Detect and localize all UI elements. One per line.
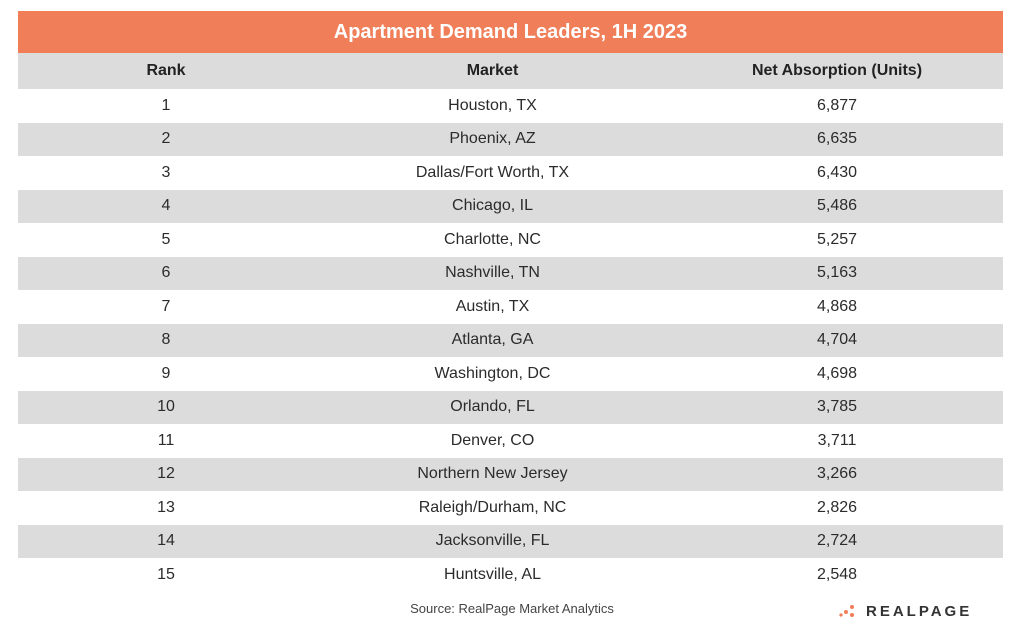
rank-cell: 4 <box>161 197 171 215</box>
market-cell: Washington, DC <box>434 364 551 382</box>
column-header-market: Market <box>466 62 519 79</box>
rank-cell: 14 <box>157 532 175 550</box>
table-row: 5 Charlotte, NC 5,257 <box>18 223 1003 257</box>
market-cell: Houston, TX <box>448 96 537 114</box>
rank-cell: 10 <box>157 398 175 416</box>
market-cell: Raleigh/Durham, NC <box>418 498 567 516</box>
table-row: 2 Phoenix, AZ 6,635 <box>18 122 1003 156</box>
market-cell: Austin, TX <box>455 297 530 315</box>
rank-cell: 13 <box>157 498 175 516</box>
net-absorption-cell: 3,785 <box>816 398 858 416</box>
source-note: Source: RealPage Market Analytics <box>410 601 614 616</box>
table-row: 6 Nashville, TN 5,163 <box>18 256 1003 290</box>
market-cell: Chicago, IL <box>452 197 533 215</box>
realpage-logo: REALPAGE <box>838 601 972 621</box>
market-cell: Charlotte, NC <box>444 230 541 248</box>
rank-cell: 6 <box>161 264 171 282</box>
market-cell: Huntsville, AL <box>444 565 541 583</box>
net-absorption-cell: 5,163 <box>816 264 858 282</box>
table-row: 13 Raleigh/Durham, NC 2,826 <box>18 491 1003 525</box>
net-absorption-cell: 4,704 <box>816 331 858 349</box>
rank-cell: 11 <box>157 431 175 449</box>
table-row: 7 Austin, TX 4,868 <box>18 290 1003 324</box>
market-cell: Dallas/Fort Worth, TX <box>415 163 570 181</box>
net-absorption-cell: 5,257 <box>816 230 858 248</box>
net-absorption-cell: 2,826 <box>816 498 858 516</box>
rank-cell: 7 <box>161 297 171 315</box>
table-row: 11 Denver, CO 3,711 <box>18 424 1003 458</box>
table-title: Apartment Demand Leaders, 1H 2023 <box>18 11 1003 53</box>
rank-cell: 9 <box>161 364 171 382</box>
rank-cell: 8 <box>161 331 171 349</box>
net-absorption-cell: 6,635 <box>816 130 858 148</box>
net-absorption-cell: 3,711 <box>817 431 857 449</box>
table-body: 1 Houston, TX 6,877 2 Phoenix, AZ 6,635 3 Dalla… <box>18 89 1003 592</box>
logo-text: REALPAGE <box>866 602 973 620</box>
table-row: 9 Washington, DC 4,698 <box>18 357 1003 391</box>
rank-cell: 2 <box>161 130 171 148</box>
table-row: 12 Northern New Jersey 3,266 <box>18 457 1003 491</box>
rank-cell: 3 <box>161 163 171 181</box>
footer: Source: RealPage Market Analytics REALPA… <box>0 597 1024 625</box>
market-cell: Northern New Jersey <box>417 465 568 483</box>
net-absorption-cell: 5,486 <box>816 197 858 215</box>
realpage-dots-icon <box>839 605 854 617</box>
market-cell: Jacksonville, FL <box>435 532 550 550</box>
net-absorption-cell: 2,548 <box>816 565 858 583</box>
column-header-rank: Rank <box>146 62 186 79</box>
header-row: Rank Market Net Absorption (Units) <box>18 53 1003 89</box>
table-row: 10 Orlando, FL 3,785 <box>18 390 1003 424</box>
net-absorption-cell: 6,877 <box>816 96 858 114</box>
market-cell: Nashville, TN <box>445 264 540 282</box>
table-row: 4 Chicago, IL 5,486 <box>18 189 1003 223</box>
net-absorption-cell: 3,266 <box>816 465 858 483</box>
table-container: Apartment Demand Leaders, 1H 2023 Rank M… <box>18 11 1003 592</box>
market-cell: Atlanta, GA <box>451 331 534 349</box>
demand-table: Rank Market Net Absorption (Units) 1 Hous… <box>18 53 1003 592</box>
rank-cell: 5 <box>161 230 171 248</box>
market-cell: Denver, CO <box>450 431 535 449</box>
net-absorption-cell: 6,430 <box>816 163 858 181</box>
table-row: 3 Dallas/Fort Worth, TX 6,430 <box>18 156 1003 190</box>
column-header-net-absorption: Net Absorption (Units) <box>751 62 923 79</box>
rank-cell: 15 <box>157 565 175 583</box>
net-absorption-cell: 2,724 <box>816 532 858 550</box>
market-cell: Orlando, FL <box>450 398 535 416</box>
table-row: 1 Houston, TX 6,877 <box>18 89 1003 123</box>
rank-cell: 12 <box>157 465 175 483</box>
net-absorption-cell: 4,868 <box>816 297 858 315</box>
rank-cell: 1 <box>161 96 171 114</box>
table-row: 8 Atlanta, GA 4,704 <box>18 323 1003 357</box>
table-row: 15 Huntsville, AL 2,548 <box>18 558 1003 592</box>
table-row: 14 Jacksonville, FL 2,724 <box>18 524 1003 558</box>
market-cell: Phoenix, AZ <box>449 130 536 148</box>
net-absorption-cell: 4,698 <box>816 364 858 382</box>
